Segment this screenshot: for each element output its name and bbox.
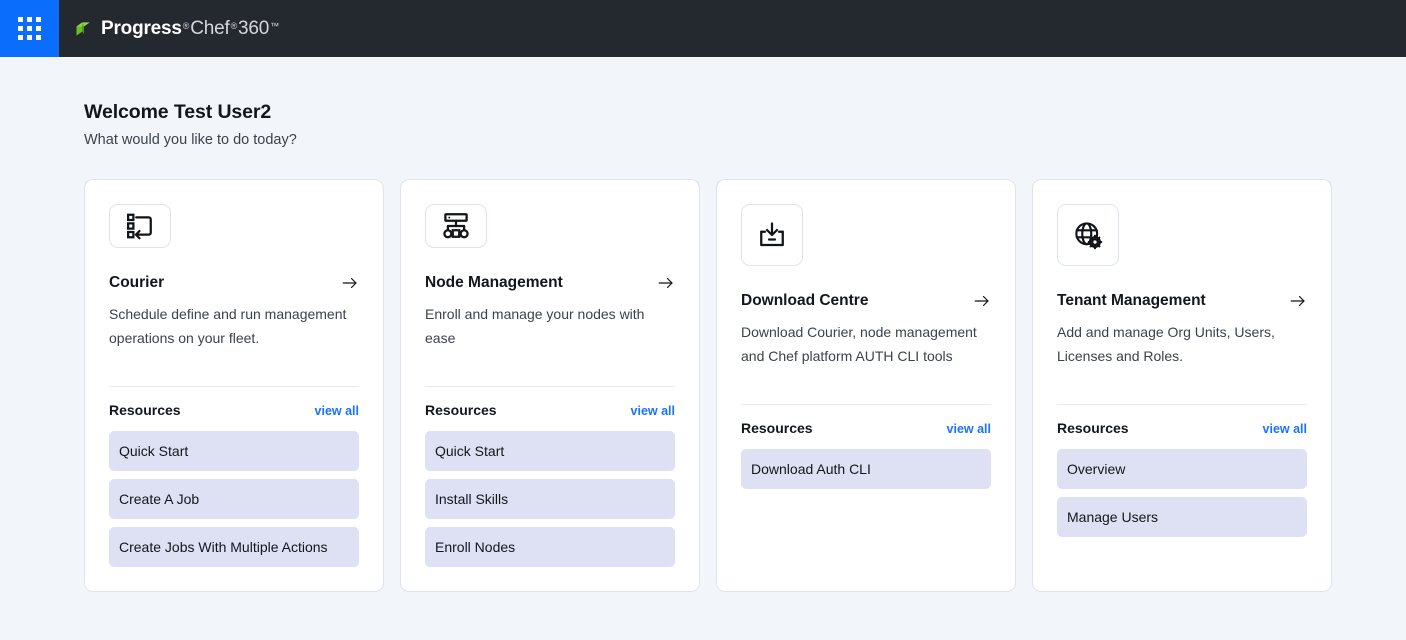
card-icon-container (425, 204, 487, 249)
grid-icon (18, 17, 41, 40)
brand-tm: ™ (270, 20, 279, 31)
view-all-link[interactable]: view all (630, 404, 675, 418)
arrow-right-icon[interactable] (973, 292, 991, 310)
page-subtitle: What would you like to do today? (84, 132, 297, 148)
card-icon-container (109, 204, 171, 249)
arrow-right-icon[interactable] (1289, 292, 1307, 310)
card-node-management[interactable]: Node Management Enroll and manage your n… (400, 179, 700, 592)
resources-header: Resources view all (425, 402, 675, 418)
globe-gear-icon (1075, 222, 1103, 250)
card-title: Courier (109, 274, 165, 292)
card-description: Schedule define and run management opera… (109, 306, 347, 347)
card-download-centre[interactable]: Download Centre Download Courier, node m… (716, 179, 1016, 592)
card-tenant-management[interactable]: Tenant Management Add and manage Org Uni… (1032, 179, 1332, 592)
page-content: Welcome Test User2 What would you like t… (0, 57, 1406, 592)
resource-chip[interactable]: Install Skills (425, 479, 675, 519)
resources-label: Resources (1057, 420, 1129, 436)
resource-chip[interactable]: Download Auth CLI (741, 449, 991, 489)
arrow-right-icon[interactable] (341, 274, 359, 292)
card-divider (425, 386, 675, 387)
resources-label: Resources (741, 420, 813, 436)
card-description: Download Courier, node management and Ch… (741, 324, 977, 364)
resource-chip-list: Overview Manage Users (1057, 449, 1307, 537)
top-header-bar: Progress ® Chef ® 360 ™ (0, 0, 1406, 57)
resources-label: Resources (425, 402, 497, 418)
page-title: Welcome Test User2 (84, 101, 272, 123)
card-icon-container (741, 204, 803, 266)
brand-text: Progress ® Chef ® 360 ™ (101, 18, 280, 40)
card-divider (741, 404, 991, 405)
resource-chip[interactable]: Manage Users (1057, 497, 1307, 537)
app-launcher-button[interactable] (0, 0, 59, 57)
card-description: Add and manage Org Units, Users, License… (1057, 324, 1275, 364)
resource-chip[interactable]: Enroll Nodes (425, 527, 675, 567)
card-header: Tenant Management (1057, 292, 1307, 310)
node-topology-icon (443, 213, 469, 239)
view-all-link[interactable]: view all (1262, 422, 1307, 436)
brand-logo[interactable]: Progress ® Chef ® 360 ™ (59, 0, 280, 57)
resource-chip-list: Quick Start Install Skills Enroll Nodes (425, 431, 675, 567)
resources-label: Resources (109, 402, 181, 418)
resources-header: Resources view all (741, 420, 991, 436)
brand-chef-reg: ® (230, 20, 238, 31)
resource-chip[interactable]: Create Jobs With Multiple Actions (109, 527, 359, 567)
card-header: Node Management (425, 274, 675, 292)
brand-chef: Chef (190, 17, 230, 39)
brand-progress-reg: ® (182, 20, 190, 31)
resource-chip[interactable]: Quick Start (425, 431, 675, 471)
brand-360: 360 (238, 17, 270, 39)
view-all-link[interactable]: view all (314, 404, 359, 418)
card-divider (1057, 404, 1307, 405)
resource-chip-list: Quick Start Create A Job Create Jobs Wit… (109, 431, 359, 567)
card-title: Node Management (425, 274, 563, 292)
brand-progress: Progress (101, 17, 182, 39)
card-divider (109, 386, 359, 387)
card-header: Courier (109, 274, 359, 292)
card-title: Tenant Management (1057, 292, 1206, 309)
resource-chip[interactable]: Overview (1057, 449, 1307, 489)
card-courier[interactable]: Courier Schedule define and run manageme… (84, 179, 384, 592)
view-all-link[interactable]: view all (946, 422, 991, 436)
card-title: Download Centre (741, 292, 869, 309)
resource-chip-list: Download Auth CLI (741, 449, 991, 489)
card-description: Enroll and manage your nodes with ease (425, 306, 645, 347)
card-icon-container (1057, 204, 1119, 266)
resource-chip[interactable]: Create A Job (109, 479, 359, 519)
arrow-right-icon[interactable] (657, 274, 675, 292)
card-header: Download Centre (741, 292, 991, 310)
courier-icon (127, 213, 152, 240)
card-grid: Courier Schedule define and run manageme… (84, 179, 1406, 592)
progress-logo-icon (76, 21, 90, 36)
resource-chip[interactable]: Quick Start (109, 431, 359, 471)
download-tray-icon (760, 222, 784, 247)
resources-header: Resources view all (1057, 420, 1307, 436)
resources-header: Resources view all (109, 402, 359, 418)
